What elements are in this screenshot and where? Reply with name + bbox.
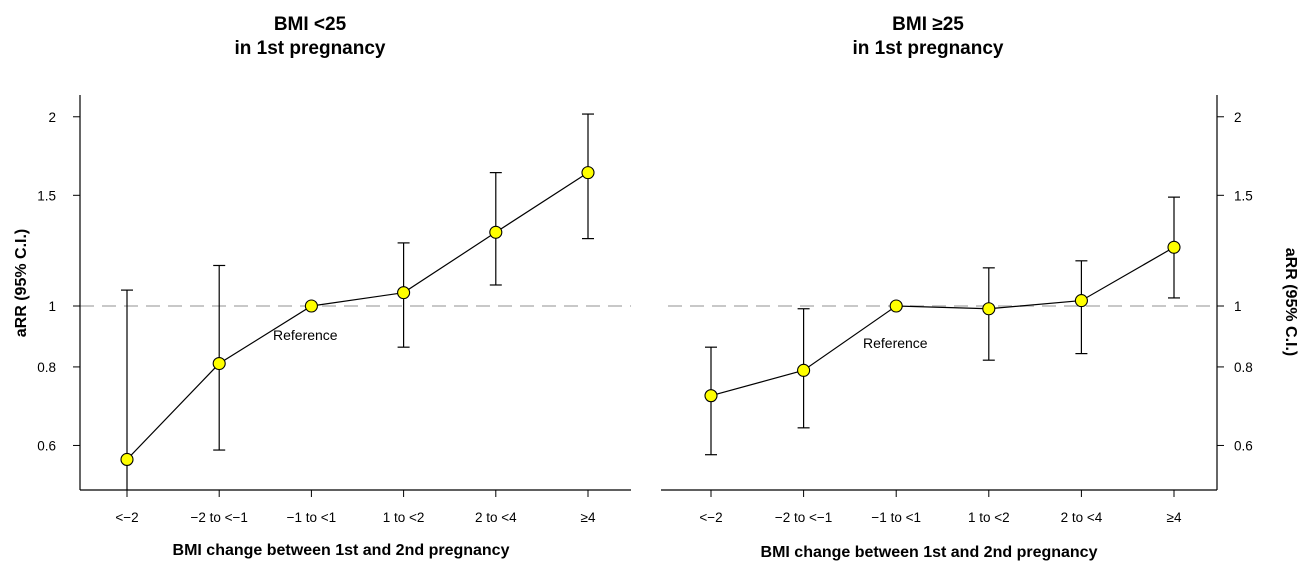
chart-panel-bmi-under-25: BMI <25 in 1st pregnancy BMI change betw… — [13, 14, 631, 559]
y-tick-label: 0.6 — [37, 438, 56, 453]
x-tick-label: 1 to <2 — [383, 510, 425, 525]
y-tick-label: 2 — [1234, 110, 1242, 125]
y-tick-label: 1 — [1234, 299, 1242, 314]
x-tick-label: −2 to <−1 — [775, 510, 832, 525]
y-tick-label: 0.6 — [1234, 438, 1253, 453]
x-axis-title: BMI change between 1st and 2nd pregnancy — [173, 542, 510, 559]
data-point — [120, 452, 134, 467]
y-tick-label: 0.8 — [37, 360, 56, 375]
data-point — [1074, 294, 1088, 308]
chart-subtitle: in 1st pregnancy — [235, 38, 386, 59]
data-point — [581, 166, 595, 180]
x-tick-label: ≥4 — [1167, 510, 1182, 525]
x-tick-label: 2 to <4 — [1061, 510, 1103, 525]
x-tick-label: −1 to <1 — [871, 510, 921, 525]
x-tick-label: <−2 — [115, 510, 138, 525]
data-point — [304, 299, 318, 313]
data-point — [212, 356, 226, 371]
y-axis-title: aRR (95% C.I.) — [1282, 248, 1299, 356]
reference-annotation: Reference — [863, 335, 928, 351]
y-tick-label: 0.8 — [1234, 360, 1253, 375]
series-line — [710, 246, 1175, 397]
x-tick-label: 2 to <4 — [475, 510, 517, 525]
reference-annotation: Reference — [273, 327, 338, 343]
y-tick-label: 1.5 — [1234, 188, 1253, 203]
y-tick-label: 2 — [48, 110, 56, 125]
x-tick-label: −2 to <−1 — [190, 510, 247, 525]
data-point — [704, 389, 718, 403]
data-point — [797, 363, 811, 377]
series-line — [126, 172, 589, 460]
chart-title: BMI <25 — [274, 14, 347, 35]
y-axis-title: aRR (95% C.I.) — [13, 229, 30, 337]
data-point — [889, 299, 903, 313]
data-point — [397, 286, 411, 300]
data-point — [489, 225, 503, 239]
x-tick-label: 1 to <2 — [968, 510, 1010, 525]
chart-title: BMI ≥25 — [892, 14, 964, 35]
x-tick-label: <−2 — [699, 510, 722, 525]
y-tick-label: 1 — [48, 299, 56, 314]
data-point — [982, 302, 996, 316]
x-tick-label: −1 to <1 — [287, 510, 337, 525]
x-tick-label: ≥4 — [581, 510, 596, 525]
x-axis-title: BMI change between 1st and 2nd pregnancy — [761, 544, 1098, 561]
chart-panel-bmi-25-and-over: BMI ≥25 in 1st pregnancy BMI change betw… — [661, 14, 1299, 561]
y-tick-label: 1.5 — [37, 188, 56, 203]
data-point — [1167, 240, 1181, 254]
chart-subtitle: in 1st pregnancy — [853, 38, 1004, 59]
